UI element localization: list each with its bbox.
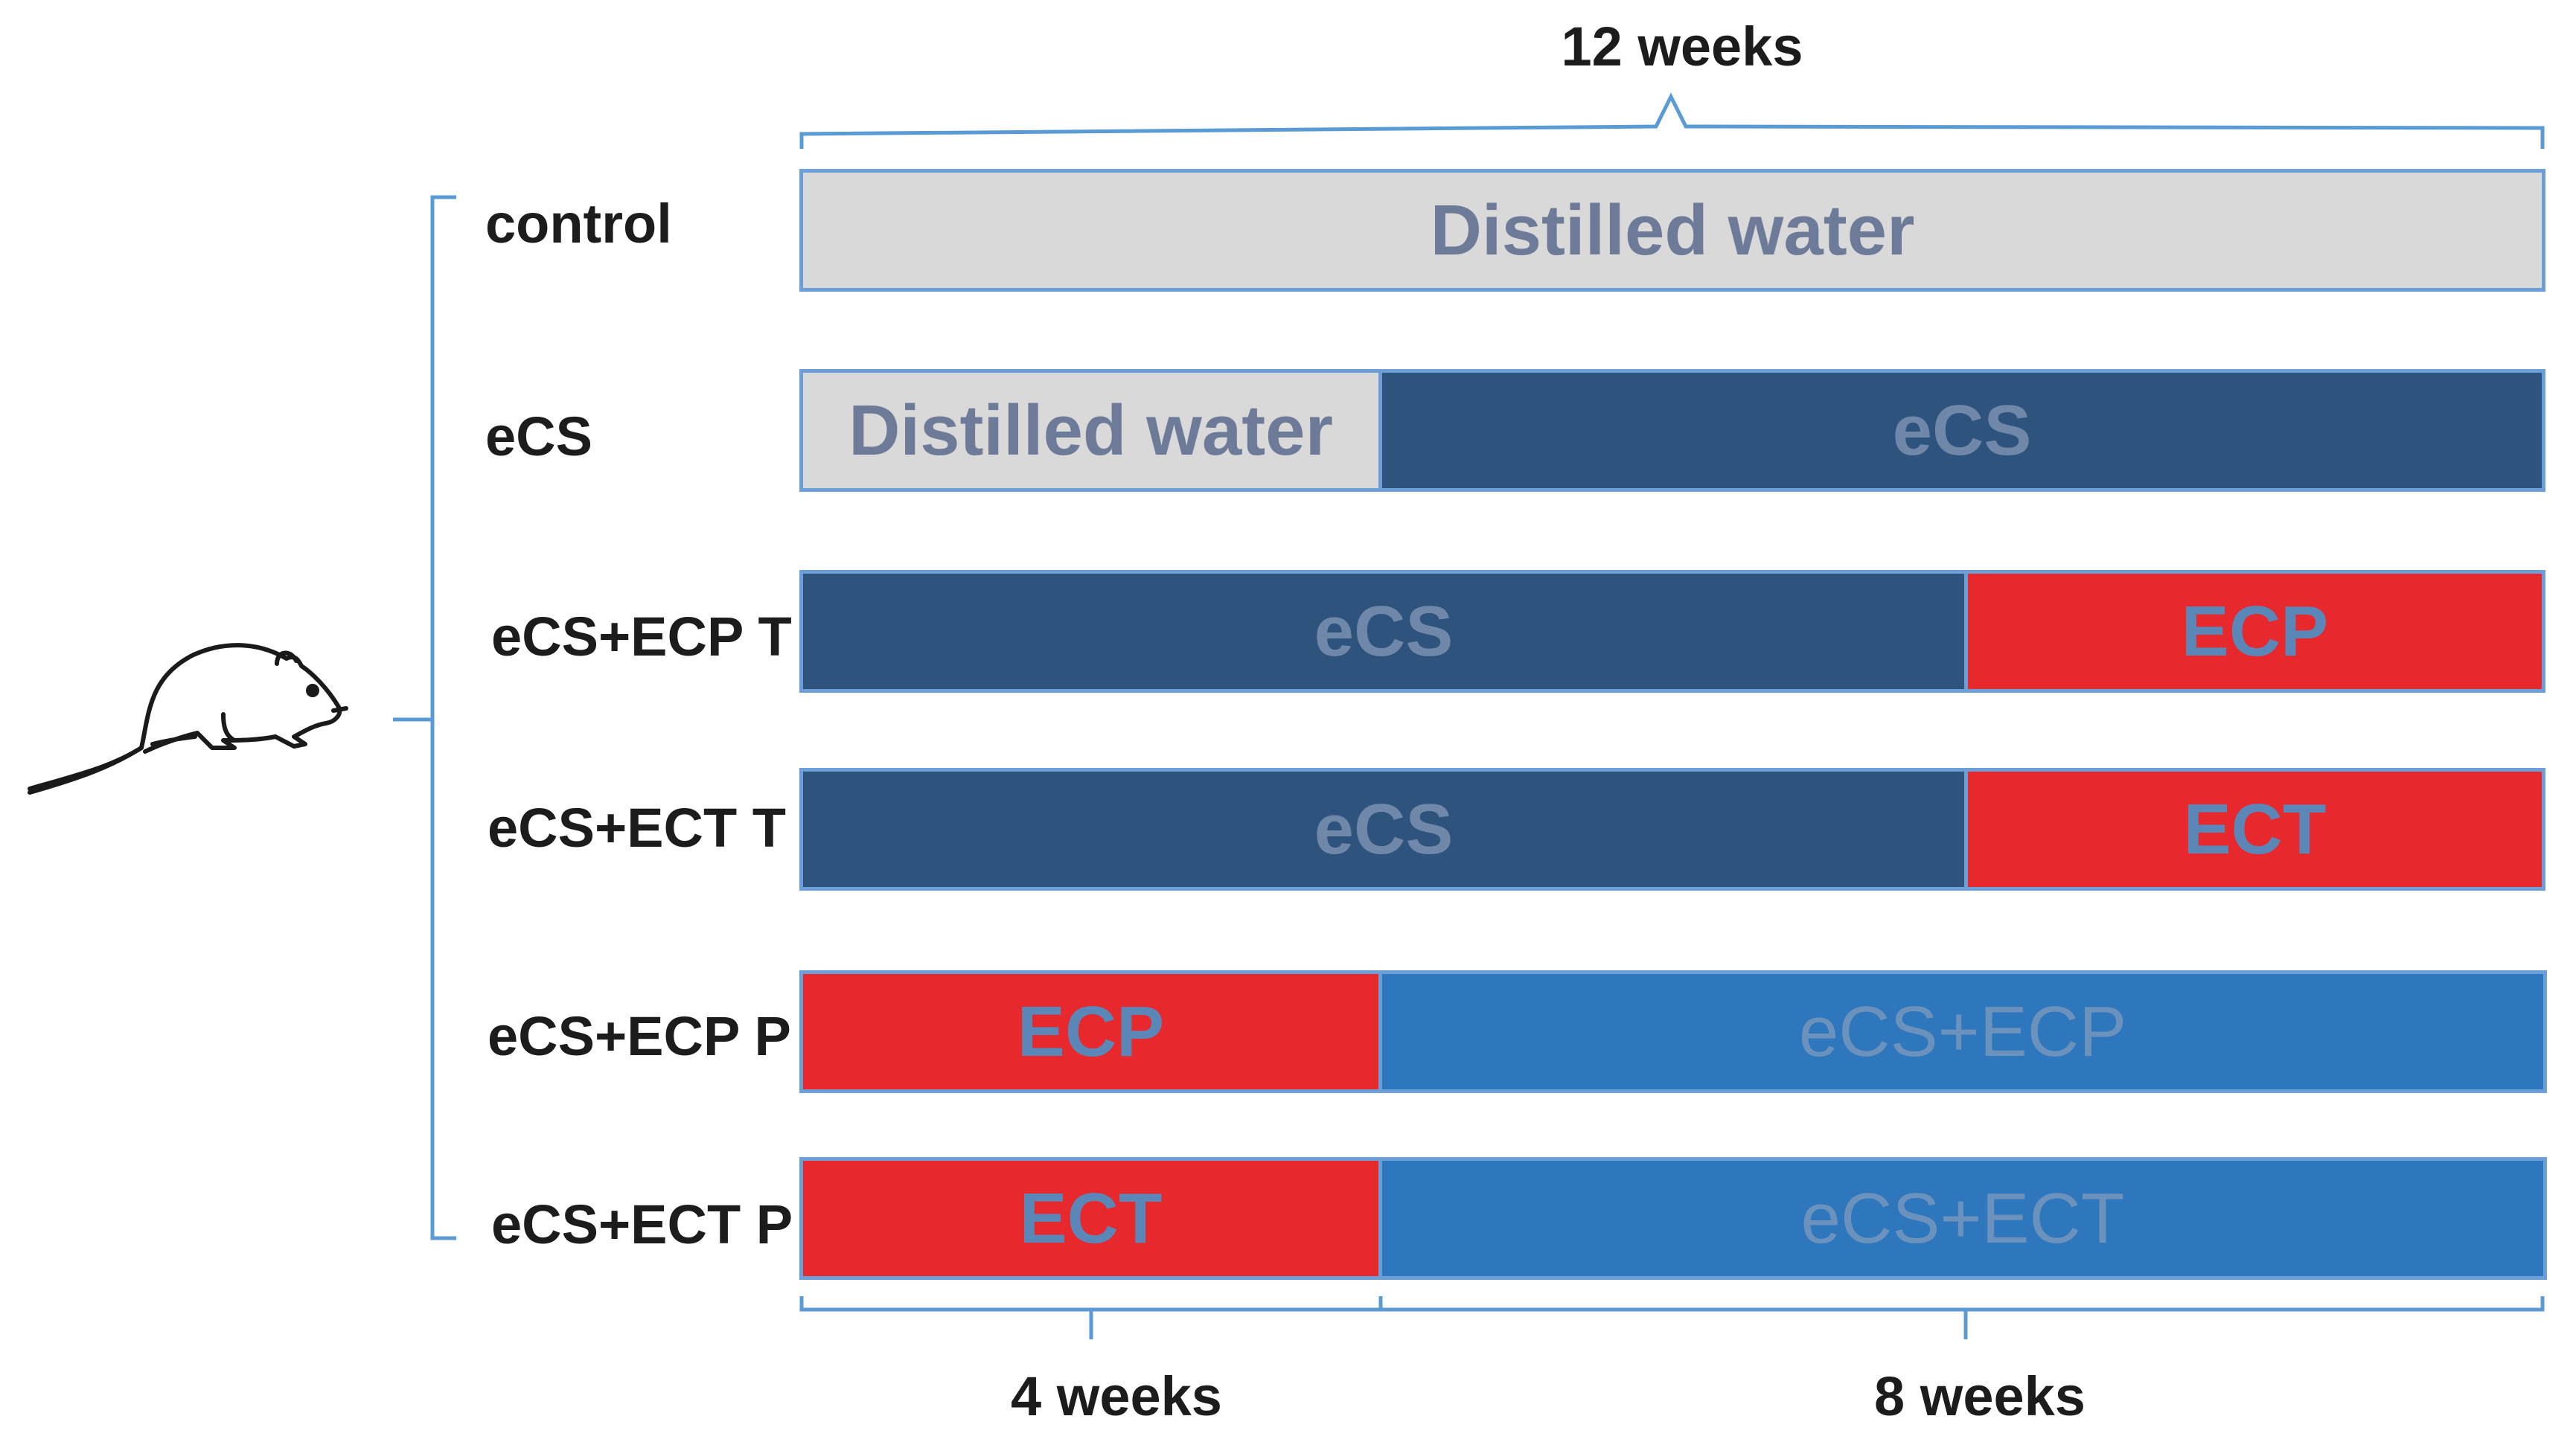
segment-ecs-ect-t-ecs: eCS [799, 768, 1968, 891]
segment-ecs-ecp-p-ecs-ecp: eCS+ECP [1378, 970, 2547, 1093]
segment-ecs-ect-t-ect: ECT [1964, 768, 2545, 891]
bottom-label-8-weeks: 8 weeks [1874, 1365, 2086, 1427]
group-bracket [393, 195, 456, 1240]
segment-ecs-ect-p-ect: ECT [799, 1157, 1382, 1280]
group-label-ecs-ecp-p: eCS+ECP P [488, 1005, 791, 1067]
bottom-label-4-weeks: 4 weeks [1011, 1365, 1222, 1427]
segment-ecs-distilled-water: Distilled water [799, 369, 1382, 492]
segment-ecs-ecp-t-ecs: eCS [799, 570, 1968, 693]
rat-icon [28, 643, 348, 795]
segment-ecs-ect-p-ecs-ect: eCS+ECT [1378, 1157, 2547, 1280]
group-label-ecs-ect-t: eCS+ECT T [488, 797, 786, 859]
segment-ecs-ecp-t-ecp: ECP [1964, 570, 2545, 693]
group-label-ecs-ecp-t: eCS+ECP T [491, 606, 792, 667]
bottom-span-bracket [799, 1296, 2545, 1339]
top-span-bracket [799, 92, 2545, 149]
group-label-ecs-ect-p: eCS+ECT P [491, 1194, 793, 1255]
segment-control-distilled-water: Distilled water [799, 169, 2545, 292]
segment-ecs-ecp-p-ecp: ECP [799, 970, 1382, 1093]
group-label-ecs: eCS [485, 406, 592, 467]
segment-ecs-ecs: eCS [1378, 369, 2545, 492]
top-span-label: 12 weeks [1561, 16, 1803, 77]
group-label-control: control [485, 193, 672, 254]
